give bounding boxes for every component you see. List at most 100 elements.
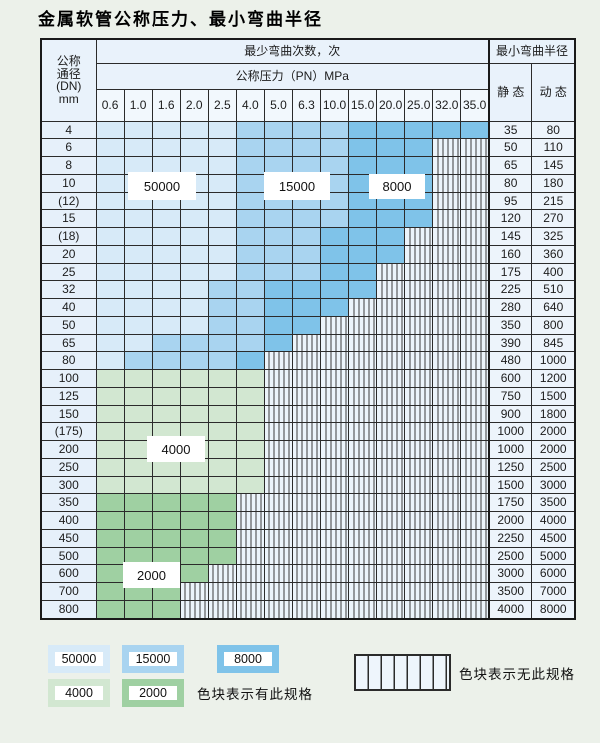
spec-cell-h (460, 493, 490, 512)
spec-cell-h (460, 475, 490, 495)
spec-cell-h (432, 386, 462, 406)
spec-cell-b3 (432, 120, 462, 140)
dn-cell: 250 (40, 457, 97, 477)
spec-cell-b2 (235, 280, 265, 299)
spec-cell-b2 (291, 138, 322, 157)
table-row: 800 4000 8000 (40, 599, 576, 620)
spec-table-head: 公称 通径 (DN) mm 最少弯曲次数，次 最小弯曲半径 公称压力（PN）MPa 静… (40, 38, 576, 122)
static-value: 65 (487, 156, 533, 175)
spec-cell-g1 (95, 457, 125, 477)
spec-cell-h (291, 404, 322, 424)
spec-cell-b1 (179, 138, 209, 157)
spec-cell-h (291, 493, 322, 512)
spec-cell-g2 (95, 493, 125, 512)
spec-cell-b1 (123, 138, 153, 157)
spec-cell-g1 (207, 369, 237, 388)
pressure-col-header: 2.5 (207, 88, 237, 122)
dn-cell: 8 (40, 156, 97, 175)
spec-cell-g2 (95, 599, 125, 620)
spec-cell-g1 (235, 457, 265, 477)
spec-cell-h (348, 298, 378, 317)
spec-cell-b1 (207, 209, 237, 228)
spec-cell-g1 (207, 475, 237, 495)
spec-cell-h (376, 440, 406, 459)
spec-cell-b1 (95, 298, 125, 317)
dn-cell: 150 (40, 404, 97, 424)
legend-no-spec-swatch (354, 654, 451, 691)
spec-cell-g1 (95, 440, 125, 459)
spec-cell-h (432, 138, 462, 157)
spec-cell-b3 (404, 209, 434, 228)
spec-cell-h (404, 582, 434, 601)
spec-cell-g2 (123, 493, 153, 512)
spec-cell-b1 (123, 298, 153, 317)
spec-cell-h (432, 156, 462, 175)
spec-cell-h (348, 351, 378, 370)
spec-cell-b2 (291, 156, 322, 175)
dn-cell: 500 (40, 546, 97, 566)
spec-cell-h (432, 440, 462, 459)
static-value: 2250 (487, 528, 533, 548)
spec-cell-b2 (291, 244, 322, 264)
spec-cell-h (432, 280, 462, 299)
spec-cell-b1 (179, 156, 209, 175)
spec-cell-g1 (123, 475, 153, 495)
spec-cell-h (376, 386, 406, 406)
spec-cell-b1 (95, 227, 125, 246)
spec-cell-b3 (376, 138, 406, 157)
spec-cell-b2 (319, 120, 350, 140)
spec-cell-g2 (179, 528, 209, 548)
dn-cell: 25 (40, 262, 97, 282)
spec-cell-h (263, 511, 293, 530)
spec-cell-g2 (179, 564, 209, 583)
dn-cell: 700 (40, 582, 97, 601)
dn-cell: 100 (40, 369, 97, 388)
cycle-count-label-2000: 2000 (123, 562, 180, 588)
static-value: 1000 (487, 440, 533, 459)
static-value: 1500 (487, 475, 533, 495)
spec-cell-h (235, 528, 265, 548)
spec-cell-b3 (348, 120, 378, 140)
static-value: 225 (487, 280, 533, 299)
spec-cell-h (319, 564, 350, 583)
spec-cell-g1 (95, 422, 125, 441)
spec-cell-h (460, 386, 490, 406)
spec-cell-h (460, 369, 490, 388)
spec-cell-h (235, 546, 265, 566)
static-value: 145 (487, 227, 533, 246)
dynamic-value: 400 (531, 262, 576, 282)
spec-cell-g1 (95, 475, 125, 495)
spec-cell-g2 (207, 546, 237, 566)
spec-cell-b3 (348, 280, 378, 299)
spec-cell-b1 (179, 120, 209, 140)
spec-cell-b2 (319, 156, 350, 175)
spec-cell-h (432, 599, 462, 620)
table-row: 350 1750 3500 (40, 493, 576, 512)
spec-cell-h (404, 493, 434, 512)
legend-swatch-8000: 8000 (217, 645, 279, 673)
spec-cell-h (235, 564, 265, 583)
spec-cell-b2 (235, 209, 265, 228)
spec-cell-b3 (291, 315, 322, 335)
spec-cell-b3 (291, 280, 322, 299)
spec-cell-b2 (319, 138, 350, 157)
spec-cell-h (319, 315, 350, 335)
spec-cell-g1 (123, 386, 153, 406)
dynamic-value: 80 (531, 120, 576, 140)
spec-cell-b1 (95, 138, 125, 157)
spec-cell-b3 (376, 244, 406, 264)
spec-cell-h (376, 351, 406, 370)
spec-cell-b1 (95, 280, 125, 299)
spec-cell-h (432, 298, 462, 317)
spec-cell-b2 (207, 351, 237, 370)
spec-cell-h (319, 599, 350, 620)
legend-swatch-15000: 15000 (122, 645, 184, 673)
spec-cell-b3 (348, 227, 378, 246)
spec-cell-h (376, 599, 406, 620)
static-value: 1750 (487, 493, 533, 512)
dynamic-value: 640 (531, 298, 576, 317)
spec-cell-b1 (123, 315, 153, 335)
spec-cell-h (348, 440, 378, 459)
spec-cell-h (348, 599, 378, 620)
spec-cell-h (460, 315, 490, 335)
